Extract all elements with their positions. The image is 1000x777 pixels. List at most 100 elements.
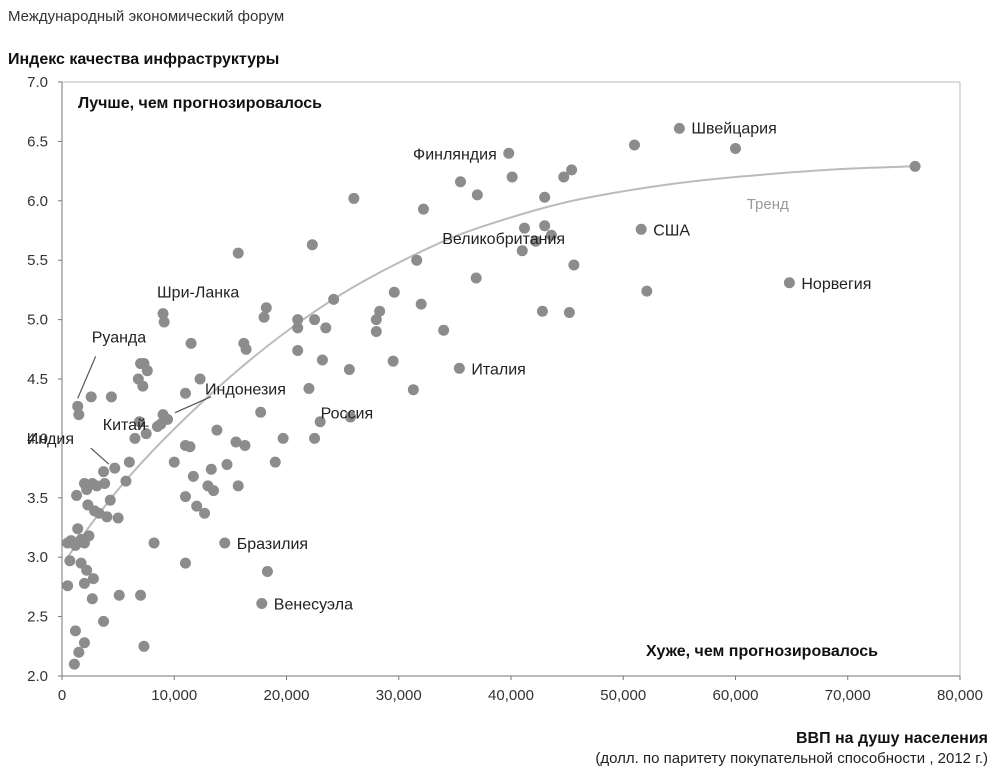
- data-point: [179, 491, 191, 503]
- data-point: [133, 416, 145, 428]
- data-point-labeled: [72, 400, 84, 412]
- data-point: [85, 391, 97, 403]
- point-label: Венесуэла: [274, 597, 353, 614]
- x-tick-label: 40,000: [488, 687, 534, 704]
- data-point: [104, 494, 116, 506]
- data-point: [909, 160, 921, 172]
- data-point: [205, 463, 217, 475]
- data-point: [292, 322, 304, 334]
- data-point: [179, 387, 191, 399]
- data-point: [348, 192, 360, 204]
- data-point: [240, 343, 252, 355]
- x-tick-label: 50,000: [600, 687, 646, 704]
- data-point: [211, 424, 223, 436]
- data-point: [135, 589, 147, 601]
- data-point-labeled: [109, 462, 121, 474]
- data-point: [407, 384, 419, 396]
- x-tick-label: 30,000: [376, 687, 422, 704]
- data-point: [566, 164, 578, 176]
- data-point: [417, 203, 429, 215]
- data-point: [558, 171, 570, 183]
- data-point: [303, 383, 315, 395]
- trend-line: [66, 165, 916, 558]
- y-tick-label: 3.0: [27, 549, 48, 566]
- data-point: [328, 293, 340, 305]
- data-point: [316, 354, 328, 366]
- data-point: [93, 507, 105, 519]
- x-tick-label: 20,000: [264, 687, 310, 704]
- label-leader-line: [174, 396, 212, 414]
- data-point: [148, 537, 160, 549]
- point-label: Швейцария: [691, 120, 776, 137]
- data-point: [232, 247, 244, 259]
- data-point: [370, 314, 382, 326]
- data-point: [628, 139, 640, 151]
- data-point-labeled: [157, 308, 169, 320]
- y-tick-label: 2.5: [27, 609, 48, 626]
- point-label: США: [653, 222, 690, 239]
- data-point: [105, 391, 117, 403]
- data-point: [438, 324, 450, 336]
- data-point: [506, 171, 518, 183]
- data-point: [78, 637, 90, 649]
- data-point-labeled: [453, 362, 465, 374]
- data-point: [563, 306, 575, 318]
- x-axis-title: ВВП на душу населения: [795, 730, 988, 747]
- y-tick-label: 2.0: [27, 668, 48, 685]
- data-point: [269, 456, 281, 468]
- data-point: [471, 189, 483, 201]
- y-tick-label: 3.5: [27, 490, 48, 507]
- data-point: [69, 625, 81, 637]
- data-point-labeled: [219, 537, 231, 549]
- data-point: [120, 475, 132, 487]
- source-caption: Международный экономический форум: [8, 8, 285, 25]
- data-point-labeled: [470, 272, 482, 284]
- x-tick-label: 10,000: [151, 687, 197, 704]
- data-point: [230, 436, 242, 448]
- data-point: [454, 176, 466, 188]
- y-tick-label: 6.5: [27, 133, 48, 150]
- data-point: [71, 489, 83, 501]
- point-label: Россия: [321, 405, 373, 422]
- labels-layer: Швейцария Финляндия США Норвегия Великобрита…: [27, 120, 872, 613]
- y-tick-label: 6.0: [27, 193, 48, 210]
- data-point: [184, 441, 196, 453]
- label-leader-line: [77, 356, 97, 399]
- data-point: [87, 573, 99, 585]
- label-leader-line: [90, 447, 110, 465]
- x-tick-label: 0: [58, 687, 66, 704]
- data-point: [261, 565, 273, 577]
- point-label: Индия: [27, 431, 74, 448]
- x-tick-label: 80,000: [937, 687, 983, 704]
- data-point-labeled: [635, 223, 647, 235]
- data-point-labeled: [673, 122, 685, 134]
- data-point: [388, 286, 400, 298]
- data-point: [344, 411, 356, 423]
- point-label: Китай: [103, 417, 146, 434]
- point-label: Норвегия: [801, 276, 871, 293]
- y-tick-label: 5.5: [27, 252, 48, 269]
- data-point: [194, 373, 206, 385]
- data-point: [138, 640, 150, 652]
- data-point: [72, 523, 84, 535]
- data-point: [374, 305, 386, 317]
- data-point: [411, 254, 423, 266]
- data-point: [536, 305, 548, 317]
- data-point: [292, 344, 304, 356]
- data-point: [387, 355, 399, 367]
- data-point: [309, 314, 321, 326]
- data-point: [168, 456, 180, 468]
- data-point: [568, 259, 580, 271]
- point-label: Бразилия: [237, 536, 308, 553]
- trend-layer: Тренд: [66, 165, 916, 558]
- x-tick-label: 70,000: [825, 687, 871, 704]
- data-point: [258, 311, 270, 323]
- data-point: [199, 507, 211, 519]
- annotation-better: Лучше, чем прогнозировалось: [78, 95, 322, 112]
- x-tick-label: 60,000: [713, 687, 759, 704]
- y-tick-label: 4.5: [27, 371, 48, 388]
- y-tick-label: 7.0: [27, 74, 48, 91]
- data-point: [545, 229, 557, 241]
- data-point: [539, 220, 551, 232]
